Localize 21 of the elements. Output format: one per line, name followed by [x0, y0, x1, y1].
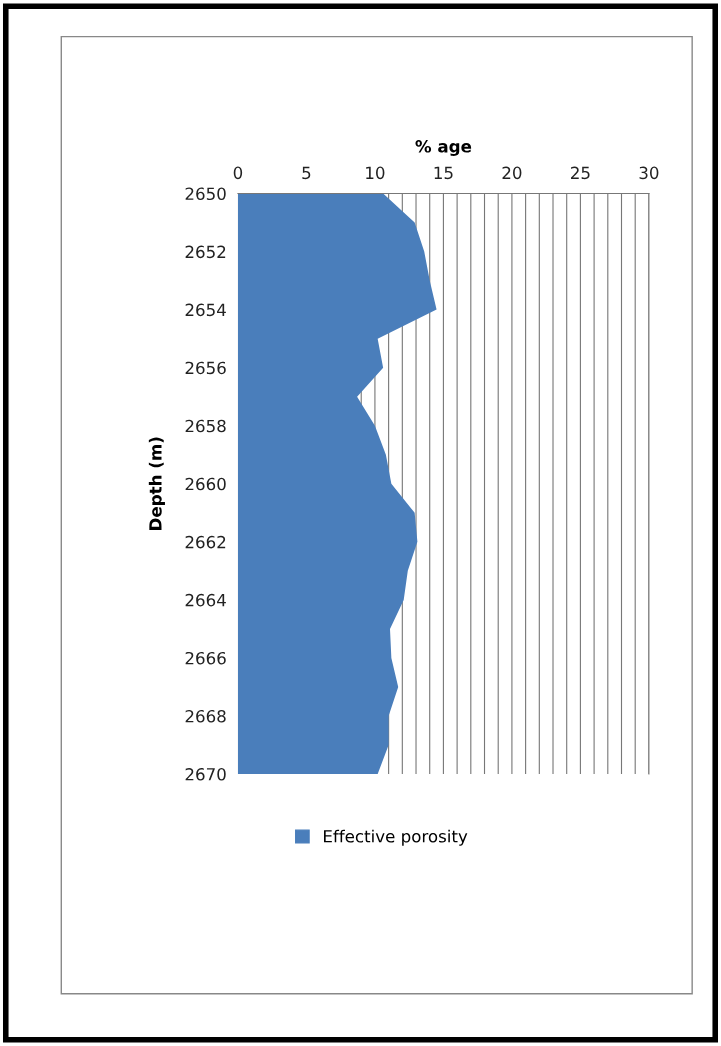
x-tick-label: 15 [434, 166, 453, 180]
y-tick-label: 2666 [185, 651, 226, 665]
y-tick-label: 2650 [185, 187, 226, 201]
x-tick-label: 20 [502, 166, 522, 180]
x-tick-label: 30 [639, 166, 659, 180]
y-tick-label: 2660 [185, 477, 226, 491]
x-tick-label: 10 [366, 166, 385, 180]
y-tick-label: 2656 [185, 361, 226, 375]
x-axis-title: % age [415, 140, 472, 156]
y-tick-label: 2654 [185, 303, 226, 317]
y-tick-label: 2652 [185, 245, 226, 259]
x-tick-label: 25 [571, 166, 590, 180]
x-tick-label: 0 [233, 166, 243, 180]
y-tick-label: 2668 [185, 709, 226, 723]
legend-label: Effective porosity [324, 829, 468, 846]
y-tick-label: 2662 [185, 535, 226, 549]
y-tick-label: 2658 [185, 419, 226, 433]
x-tick-label: 5 [302, 166, 311, 180]
y-tick-label: 2664 [185, 593, 226, 607]
y-axis-title: Depth (m) [148, 437, 165, 530]
y-tick-label: 2670 [185, 768, 226, 781]
